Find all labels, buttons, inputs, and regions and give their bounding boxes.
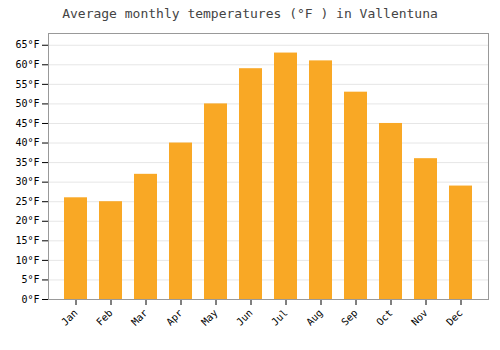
html-text:Average monthly temperatures (: Average monthly temperatures (°F ) in Va… bbox=[62, 6, 438, 21]
svg-text:55°F: 55°F bbox=[15, 79, 39, 90]
svg-text:Oct: Oct bbox=[374, 307, 395, 328]
svg-text:Jun: Jun bbox=[234, 307, 255, 328]
svg-text:25°F: 25°F bbox=[15, 196, 39, 207]
svg-text:10°F: 10°F bbox=[15, 255, 39, 266]
svg-text:Nov: Nov bbox=[409, 307, 430, 328]
svg-text:35°F: 35°F bbox=[15, 157, 39, 168]
svg-text:30°F: 30°F bbox=[15, 176, 39, 187]
svg-text:Apr: Apr bbox=[164, 307, 185, 328]
svg-text:Sep: Sep bbox=[339, 307, 360, 328]
svg-text:Feb: Feb bbox=[94, 307, 115, 328]
svg-text:Aug: Aug bbox=[304, 307, 325, 328]
svg-text:Mar: Mar bbox=[129, 307, 150, 328]
svg-text:0°F: 0°F bbox=[21, 294, 39, 305]
svg-text:45°F: 45°F bbox=[15, 118, 39, 129]
svg-text:May: May bbox=[199, 307, 220, 328]
svg-text:5°F: 5°F bbox=[21, 274, 39, 285]
svg-text:Jan: Jan bbox=[59, 307, 80, 328]
svg-text:Jul: Jul bbox=[269, 307, 290, 328]
svg-text:65°F: 65°F bbox=[15, 39, 39, 50]
svg-text:50°F: 50°F bbox=[15, 98, 39, 109]
svg-text:15°F: 15°F bbox=[15, 235, 39, 246]
svg-text:60°F: 60°F bbox=[15, 59, 39, 70]
svg-text:Dec: Dec bbox=[444, 307, 465, 328]
svg-text:40°F: 40°F bbox=[15, 137, 39, 148]
svg-text:20°F: 20°F bbox=[15, 215, 39, 226]
